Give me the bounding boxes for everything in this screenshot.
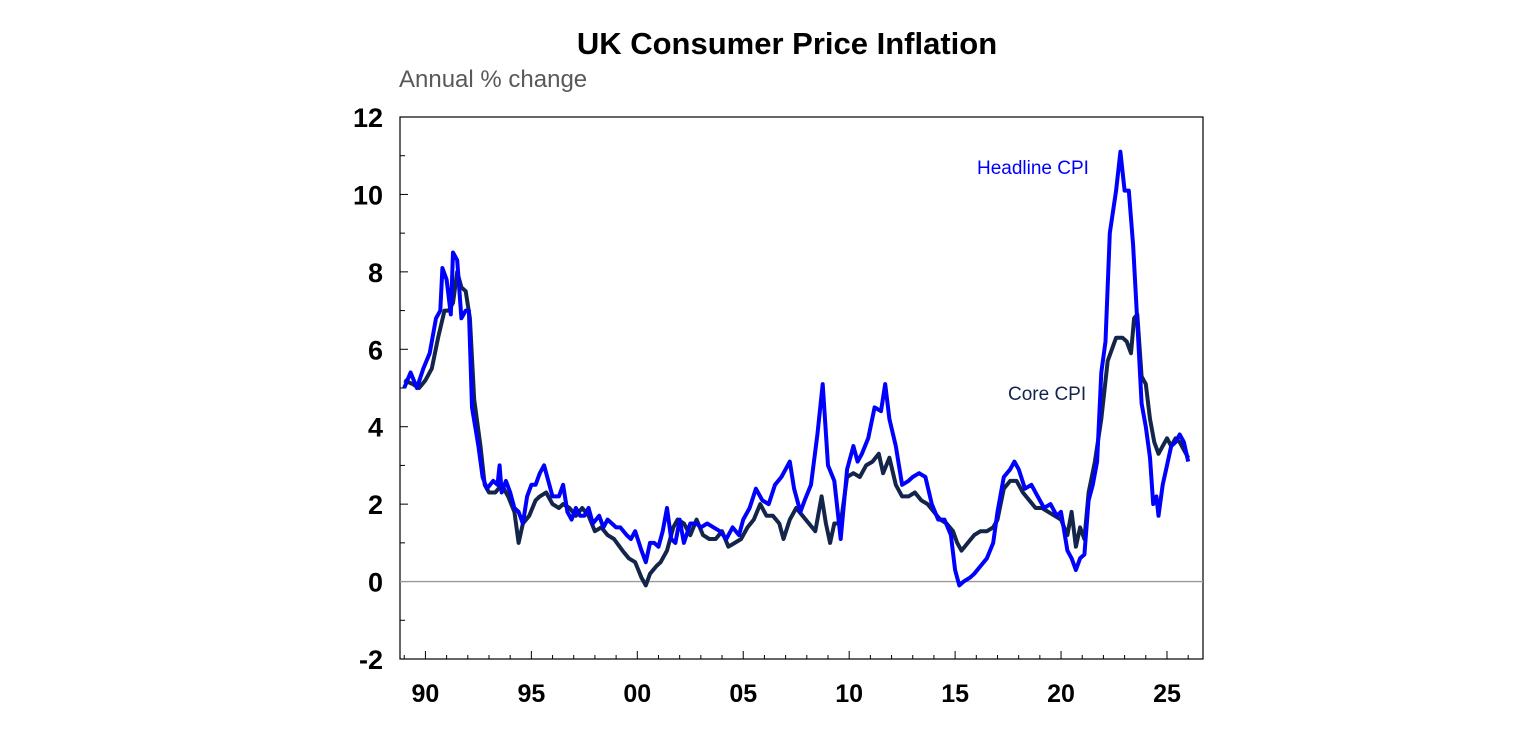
- x-tick-label: 00: [623, 680, 651, 708]
- y-tick-label: -2: [359, 645, 383, 675]
- x-tick-label: 90: [412, 680, 440, 708]
- x-tick-label: 10: [835, 680, 863, 708]
- x-tick-label: 05: [729, 680, 757, 708]
- y-tick-label: 10: [353, 180, 383, 210]
- series-line-core-cpi: [403, 269, 1190, 588]
- y-tick-label: 0: [368, 568, 383, 598]
- legend-core-cpi: Core CPI: [1008, 384, 1086, 405]
- x-tick-label: 25: [1153, 680, 1181, 708]
- y-tick-label: 4: [368, 413, 383, 443]
- y-tick-label: 12: [353, 103, 383, 133]
- x-axis: 90 95 00 05 10 15 20 25: [403, 651, 1189, 708]
- y-tick-label: 2: [368, 490, 383, 520]
- series-lines: [402, 149, 1191, 588]
- x-tick-label: 20: [1047, 680, 1075, 708]
- series-line-headline-cpi: [402, 149, 1191, 588]
- y-tick-label: 6: [368, 335, 383, 365]
- y-axis: 12 10 8 6 4 2 0 -2: [353, 103, 408, 675]
- x-tick-label: 95: [517, 680, 545, 708]
- legend-headline-cpi: Headline CPI: [977, 158, 1089, 179]
- chart-subtitle: Annual % change: [399, 66, 587, 93]
- y-tick-label: 8: [368, 258, 383, 288]
- x-tick-label: 15: [941, 680, 969, 708]
- chart-title: UK Consumer Price Inflation: [577, 26, 997, 61]
